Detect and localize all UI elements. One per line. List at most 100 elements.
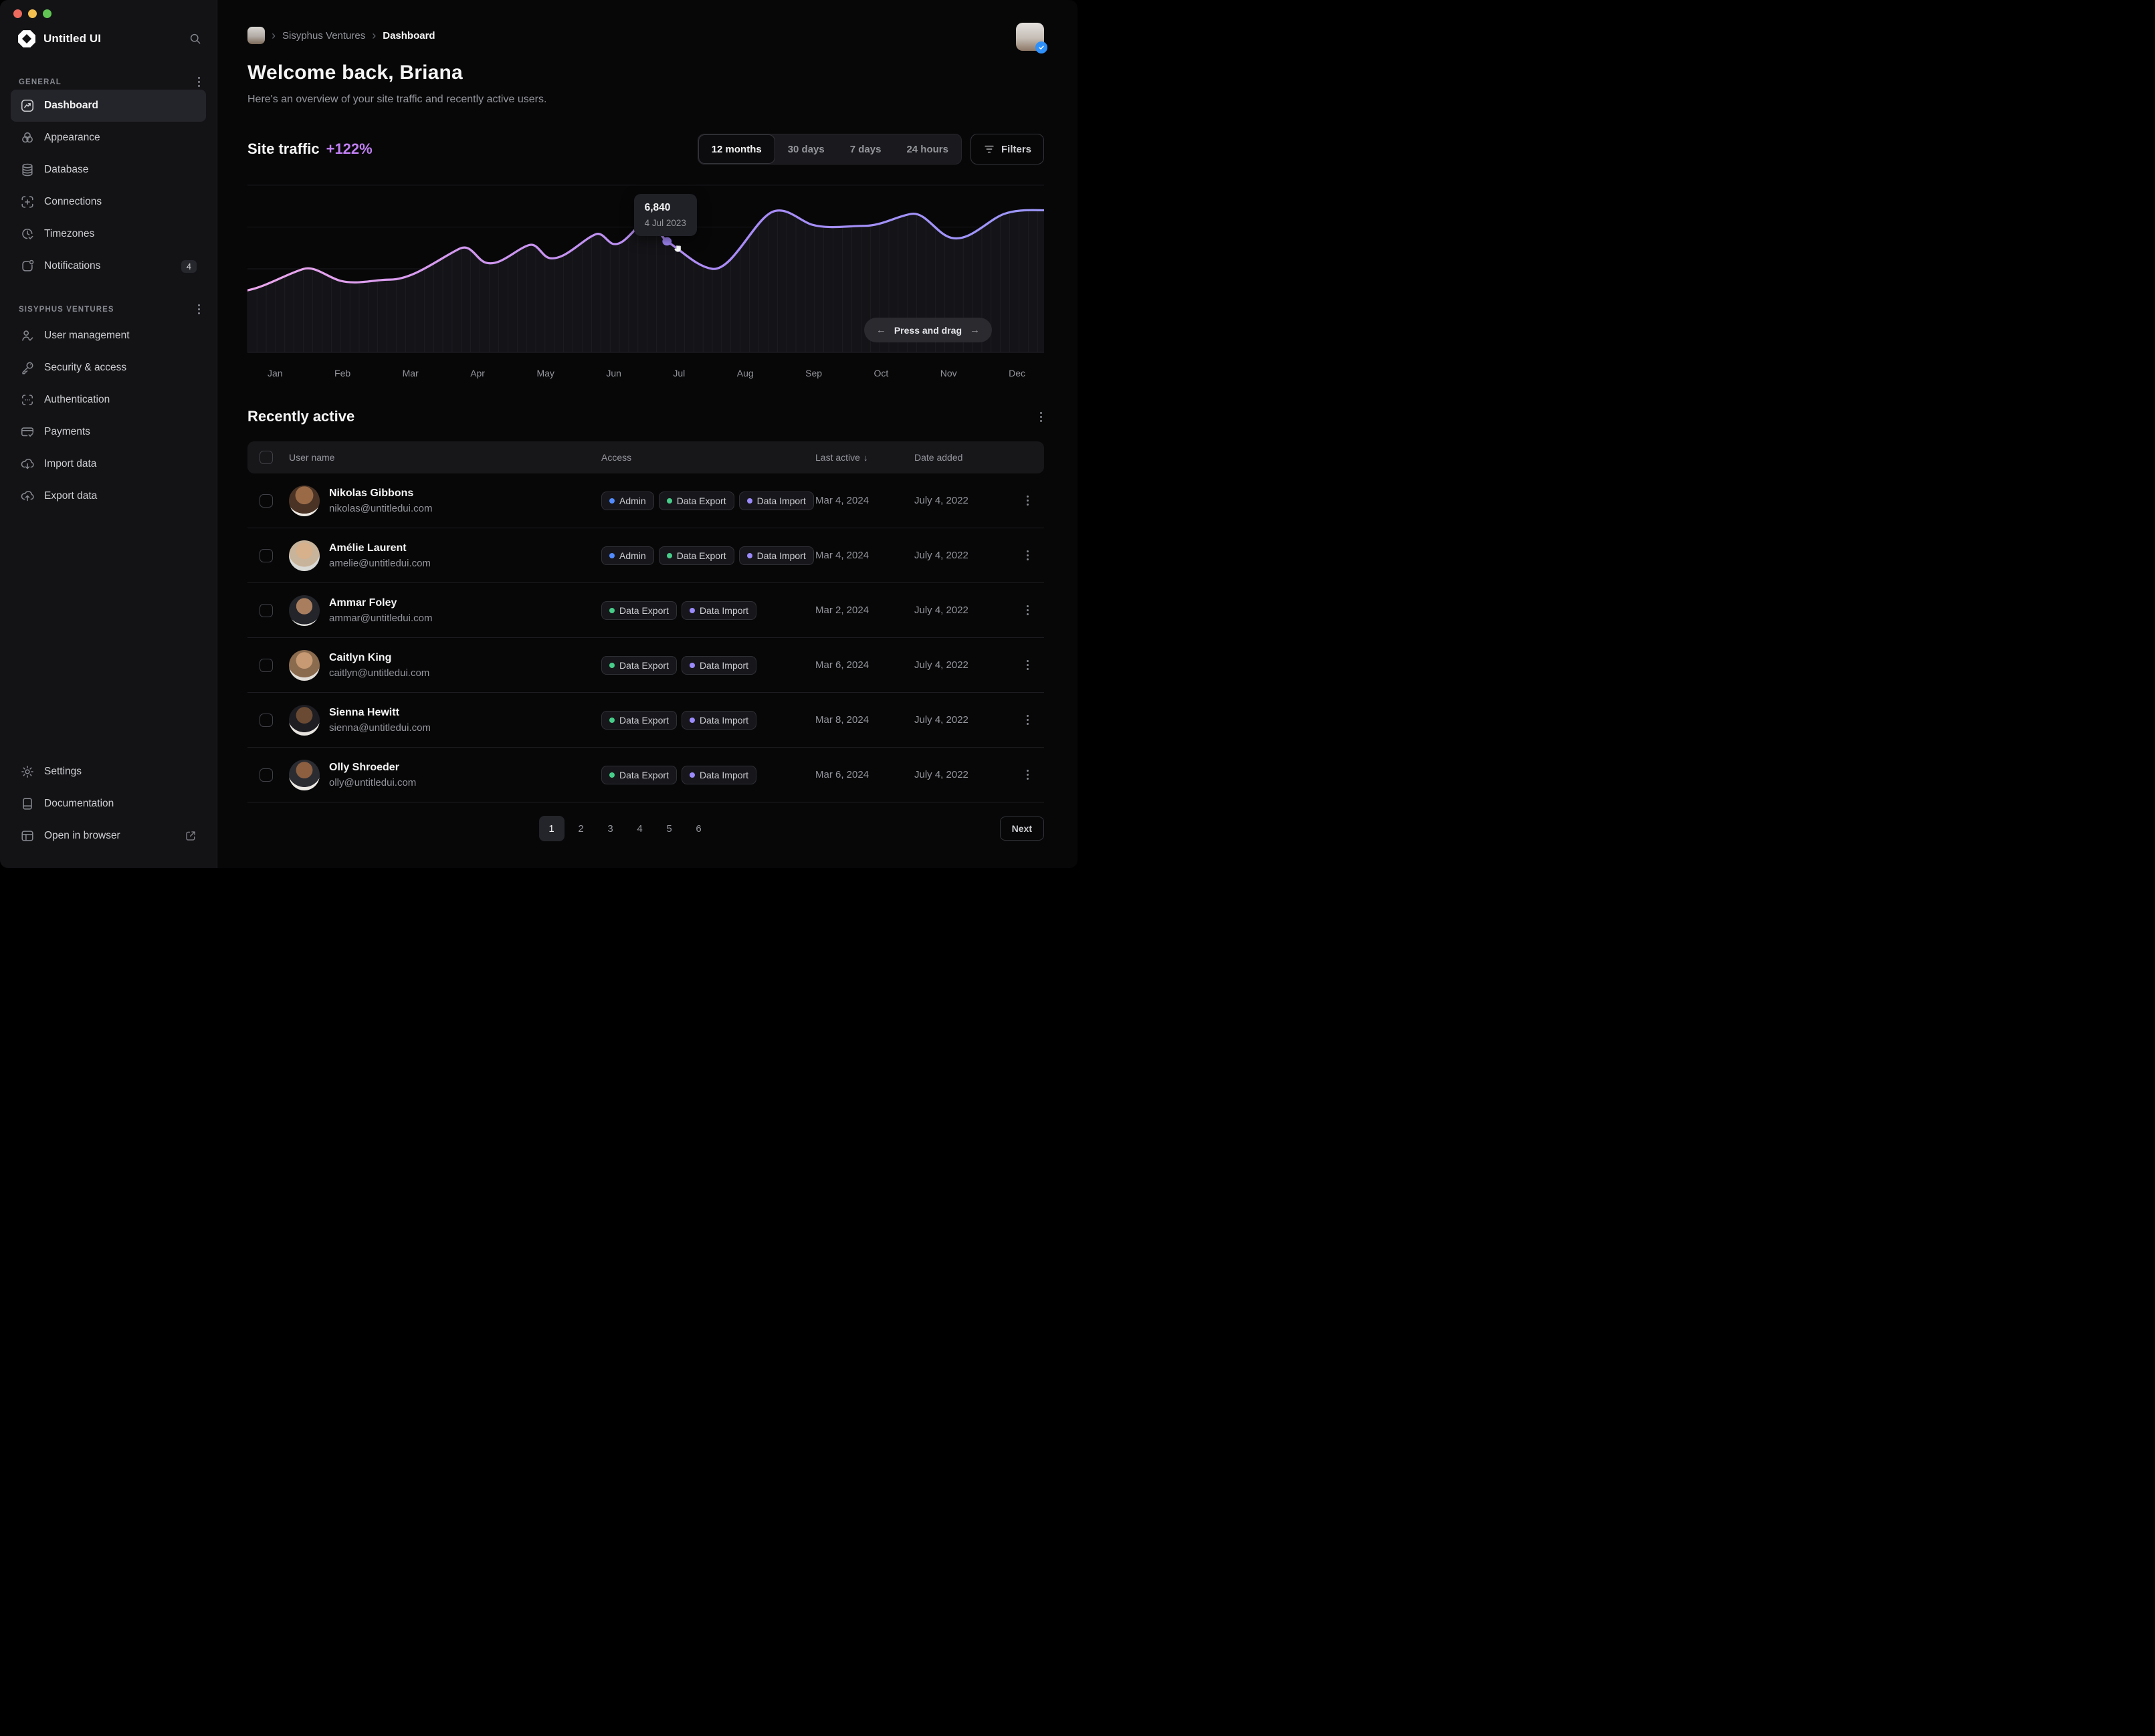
sidebar-item-user-management[interactable]: User management bbox=[11, 320, 206, 352]
access-badge: Data Export bbox=[658, 491, 734, 510]
sidebar-item-settings[interactable]: Settings bbox=[11, 756, 206, 788]
window-controls bbox=[13, 9, 52, 18]
chevron-right-icon: › bbox=[372, 28, 377, 42]
site-traffic-chart[interactable]: 6,840 4 Jul 2023 ← Press and drag → Jan F… bbox=[247, 179, 1044, 378]
tooltip-date: 4 Jul 2023 bbox=[644, 218, 686, 228]
badge-dot bbox=[689, 662, 695, 668]
breadcrumb-org[interactable]: Sisyphus Ventures bbox=[282, 29, 366, 41]
sidebar-item-notifications[interactable]: Notifications 4 bbox=[11, 250, 206, 282]
page-3-button[interactable]: 3 bbox=[607, 823, 613, 835]
sidebar-item-label: Import data bbox=[44, 458, 97, 469]
section-label: SISYPHUS VENTURES bbox=[19, 305, 114, 314]
sidebar-item-documentation[interactable]: Documentation bbox=[11, 788, 206, 820]
date-added: July 4, 2022 bbox=[914, 550, 968, 561]
sidebar: Untitled UI GENERAL Dashboard Appear bbox=[0, 0, 217, 868]
user-name: Olly Shroeder bbox=[329, 761, 399, 773]
sidebar-item-database[interactable]: Database bbox=[11, 154, 206, 186]
sidebar-nav-ventures: User management Security & access Authen… bbox=[11, 320, 206, 512]
sidebar-item-authentication[interactable]: Authentication bbox=[11, 384, 206, 416]
user-name: Sienna Hewitt bbox=[329, 706, 399, 718]
arrow-left-icon: ← bbox=[876, 324, 886, 336]
close-window-button[interactable] bbox=[13, 9, 22, 18]
user-avatar[interactable] bbox=[1016, 23, 1047, 53]
book-icon bbox=[23, 798, 32, 810]
badge-dot bbox=[609, 772, 615, 778]
next-page-button[interactable]: Next bbox=[999, 817, 1044, 841]
zoom-window-button[interactable] bbox=[43, 9, 52, 18]
grab-cursor-icon bbox=[674, 245, 682, 252]
sidebar-item-export-data[interactable]: Export data bbox=[11, 480, 206, 512]
sidebar-item-security-access[interactable]: Security & access bbox=[11, 352, 206, 384]
chart-marker-dot[interactable] bbox=[662, 237, 672, 246]
filters-button[interactable]: Filters bbox=[970, 134, 1044, 165]
page-6-button[interactable]: 6 bbox=[696, 823, 702, 835]
site-traffic-delta: +122% bbox=[326, 140, 373, 157]
row-checkbox[interactable] bbox=[260, 548, 273, 562]
main-content: › Sisyphus Ventures › Dashboard Welcome … bbox=[218, 0, 1078, 868]
sidebar-nav-general: Dashboard Appearance Database bbox=[11, 90, 206, 282]
col-last-active[interactable]: Last active ↓ bbox=[815, 452, 868, 463]
tab-7-days[interactable]: 7 days bbox=[849, 143, 882, 155]
sidebar-item-payments[interactable]: Payments bbox=[11, 416, 206, 448]
recently-active-menu-icon[interactable] bbox=[1038, 410, 1044, 424]
recently-active-title: Recently active bbox=[247, 408, 355, 425]
access-badge: Data Export bbox=[601, 765, 677, 784]
breadcrumb-avatar[interactable] bbox=[247, 27, 265, 44]
page-5-button[interactable]: 5 bbox=[666, 823, 672, 835]
sidebar-item-label: Open in browser bbox=[44, 830, 120, 841]
tab-24-hours[interactable]: 24 hours bbox=[906, 143, 948, 155]
row-checkbox[interactable] bbox=[260, 494, 273, 508]
ventures-section-menu-icon[interactable] bbox=[196, 302, 202, 316]
page-2-button[interactable]: 2 bbox=[578, 823, 584, 835]
pagination: 1 2 3 4 5 6 Next bbox=[247, 805, 1044, 852]
row-menu-icon[interactable] bbox=[1015, 548, 1040, 562]
badge-dot bbox=[609, 717, 615, 723]
sidebar-item-label: Settings bbox=[44, 766, 82, 777]
avatar bbox=[289, 540, 320, 571]
select-all-checkbox[interactable] bbox=[260, 451, 273, 464]
user-email: nikolas@untitledui.com bbox=[329, 502, 433, 514]
tab-12-months[interactable]: 12 months bbox=[698, 134, 775, 164]
row-menu-icon[interactable] bbox=[1015, 658, 1040, 672]
sidebar-item-import-data[interactable]: Import data bbox=[11, 448, 206, 480]
col-date-added: Date added bbox=[914, 452, 963, 463]
page-4-button[interactable]: 4 bbox=[637, 823, 643, 835]
recently-active-table: User name Access Last active ↓ Date added… bbox=[247, 441, 1044, 802]
row-menu-icon[interactable] bbox=[1015, 713, 1040, 727]
sidebar-item-appearance[interactable]: Appearance bbox=[11, 122, 206, 154]
tab-30-days[interactable]: 30 days bbox=[787, 143, 825, 155]
user-email: olly@untitledui.com bbox=[329, 776, 417, 788]
row-checkbox[interactable] bbox=[260, 603, 273, 617]
site-traffic-header: Site traffic +122% 12 months 30 days 7 d… bbox=[247, 134, 1044, 165]
page-1-button[interactable]: 1 bbox=[538, 816, 565, 841]
minimize-window-button[interactable] bbox=[28, 9, 37, 18]
general-section-menu-icon[interactable] bbox=[196, 75, 202, 89]
sidebar-section-ventures: SISYPHUS VENTURES bbox=[19, 302, 202, 316]
sidebar-item-label: Timezones bbox=[44, 228, 95, 239]
press-and-drag-hint[interactable]: ← Press and drag → bbox=[863, 318, 992, 342]
dashboard-chart-icon bbox=[21, 99, 34, 112]
sidebar-item-connections[interactable]: Connections bbox=[11, 186, 206, 218]
filter-lines-icon bbox=[985, 145, 994, 153]
chart-x-axis: Jan Feb Mar Apr May Jun Jul Aug Sep Oct Nov Dec bbox=[268, 368, 1025, 378]
sidebar-item-dashboard[interactable]: Dashboard bbox=[11, 90, 206, 122]
sidebar-item-label: Dashboard bbox=[44, 100, 98, 111]
row-menu-icon[interactable] bbox=[1015, 768, 1040, 782]
sidebar-item-open-in-browser[interactable]: Open in browser bbox=[11, 820, 206, 852]
row-menu-icon[interactable] bbox=[1015, 603, 1040, 617]
search-icon[interactable] bbox=[189, 32, 202, 45]
row-checkbox[interactable] bbox=[260, 768, 273, 782]
brand-name: Untitled UI bbox=[43, 32, 102, 45]
sidebar-item-label: User management bbox=[44, 330, 130, 341]
row-checkbox[interactable] bbox=[260, 658, 273, 672]
page-subtitle: Here's an overview of your site traffic … bbox=[247, 94, 547, 105]
database-icon bbox=[22, 163, 33, 177]
access-badge: Data Export bbox=[658, 546, 734, 565]
user-name: Caitlyn King bbox=[329, 651, 392, 663]
scan-dots-icon bbox=[21, 395, 33, 405]
row-menu-icon[interactable] bbox=[1015, 494, 1040, 508]
user-name: Nikolas Gibbons bbox=[329, 487, 414, 499]
breadcrumb-page[interactable]: Dashboard bbox=[383, 29, 435, 41]
sidebar-item-timezones[interactable]: Timezones bbox=[11, 218, 206, 250]
row-checkbox[interactable] bbox=[260, 713, 273, 727]
